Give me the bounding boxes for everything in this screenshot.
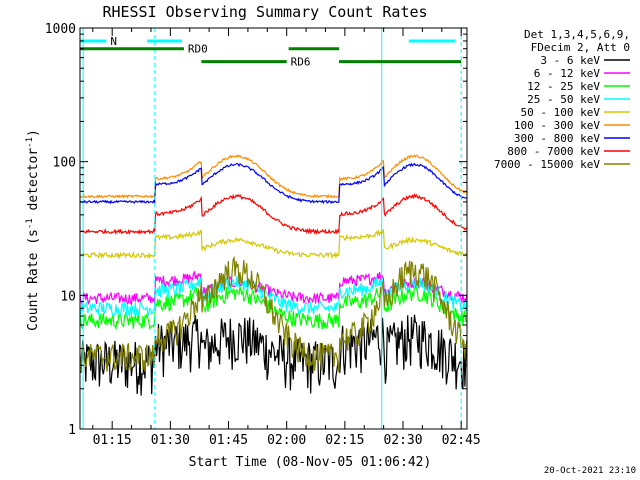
flag-label-rd6: RD6	[291, 56, 311, 69]
y-axis-label-exp1: -1	[25, 218, 35, 229]
y-tick-label: 1000	[45, 22, 76, 37]
y-tick-label: 10	[60, 289, 76, 304]
series-line-3	[79, 282, 468, 331]
series-line-9	[79, 255, 468, 373]
series-line-8	[79, 193, 468, 236]
series-line-7	[79, 162, 467, 205]
flag-label-rd0: RD0	[188, 43, 208, 56]
legend-label-1: 3 - 6 keV	[540, 54, 600, 67]
legend-label-5: 50 - 100 keV	[521, 106, 601, 119]
legend-header-line1: Det 1,3,4,5,6,9,	[524, 28, 630, 41]
series-line-5	[79, 229, 468, 260]
series-line-1	[79, 314, 468, 396]
flag-label-n: N	[110, 35, 117, 48]
plot-area: N RD0 RD6	[79, 28, 468, 429]
legend-label-4: 25 - 50 keV	[527, 93, 600, 106]
y-axis-label-end: )	[26, 129, 41, 137]
x-axis-ticks: 01:15 01:30 01:45 02:00 02:15 02:30 02:45	[92, 28, 481, 448]
y-tick-label: 100	[53, 156, 76, 171]
plot-frame	[79, 27, 468, 430]
legend-label-6: 100 - 300 keV	[514, 119, 600, 132]
y-axis-label-mid: detector	[26, 148, 41, 219]
legend-label-9: 7000 - 15000 keV	[494, 158, 600, 171]
legend-label-7: 300 - 800 keV	[514, 132, 600, 145]
legend-header-line2: FDecim 2, Att 0	[531, 41, 630, 54]
y-axis-label: Count Rate (s-1 detector-1)	[25, 129, 41, 331]
chart-title: RHESSI Observing Summary Count Rates	[102, 3, 427, 21]
x-tick-label: 02:30	[383, 433, 422, 448]
y-tick-label: 1	[68, 423, 76, 438]
legend-label-8: 800 - 7000 keV	[507, 145, 600, 158]
series-line-6	[79, 154, 468, 199]
y-axis-label-main: Count Rate (s	[26, 229, 41, 331]
legend: Det 1,3,4,5,6,9, FDecim 2, Att 0 3 - 6 k…	[494, 28, 630, 171]
y-axis-ticks: 1 10 100 1000	[45, 22, 467, 438]
x-tick-label: 02:15	[325, 433, 364, 448]
x-tick-label: 01:30	[151, 433, 190, 448]
x-tick-label: 02:00	[267, 433, 306, 448]
legend-label-3: 12 - 25 keV	[527, 80, 600, 93]
x-axis-label: Start Time (08-Nov-05 01:06:42)	[189, 455, 432, 470]
x-tick-label: 01:45	[209, 433, 248, 448]
legend-label-2: 6 - 12 keV	[534, 67, 601, 80]
x-tick-label: 02:45	[442, 433, 481, 448]
x-tick-label: 01:15	[93, 433, 132, 448]
y-axis-label-exp2: -1	[25, 137, 35, 148]
date-stamp: 20-Oct-2021 23:10	[544, 466, 636, 476]
